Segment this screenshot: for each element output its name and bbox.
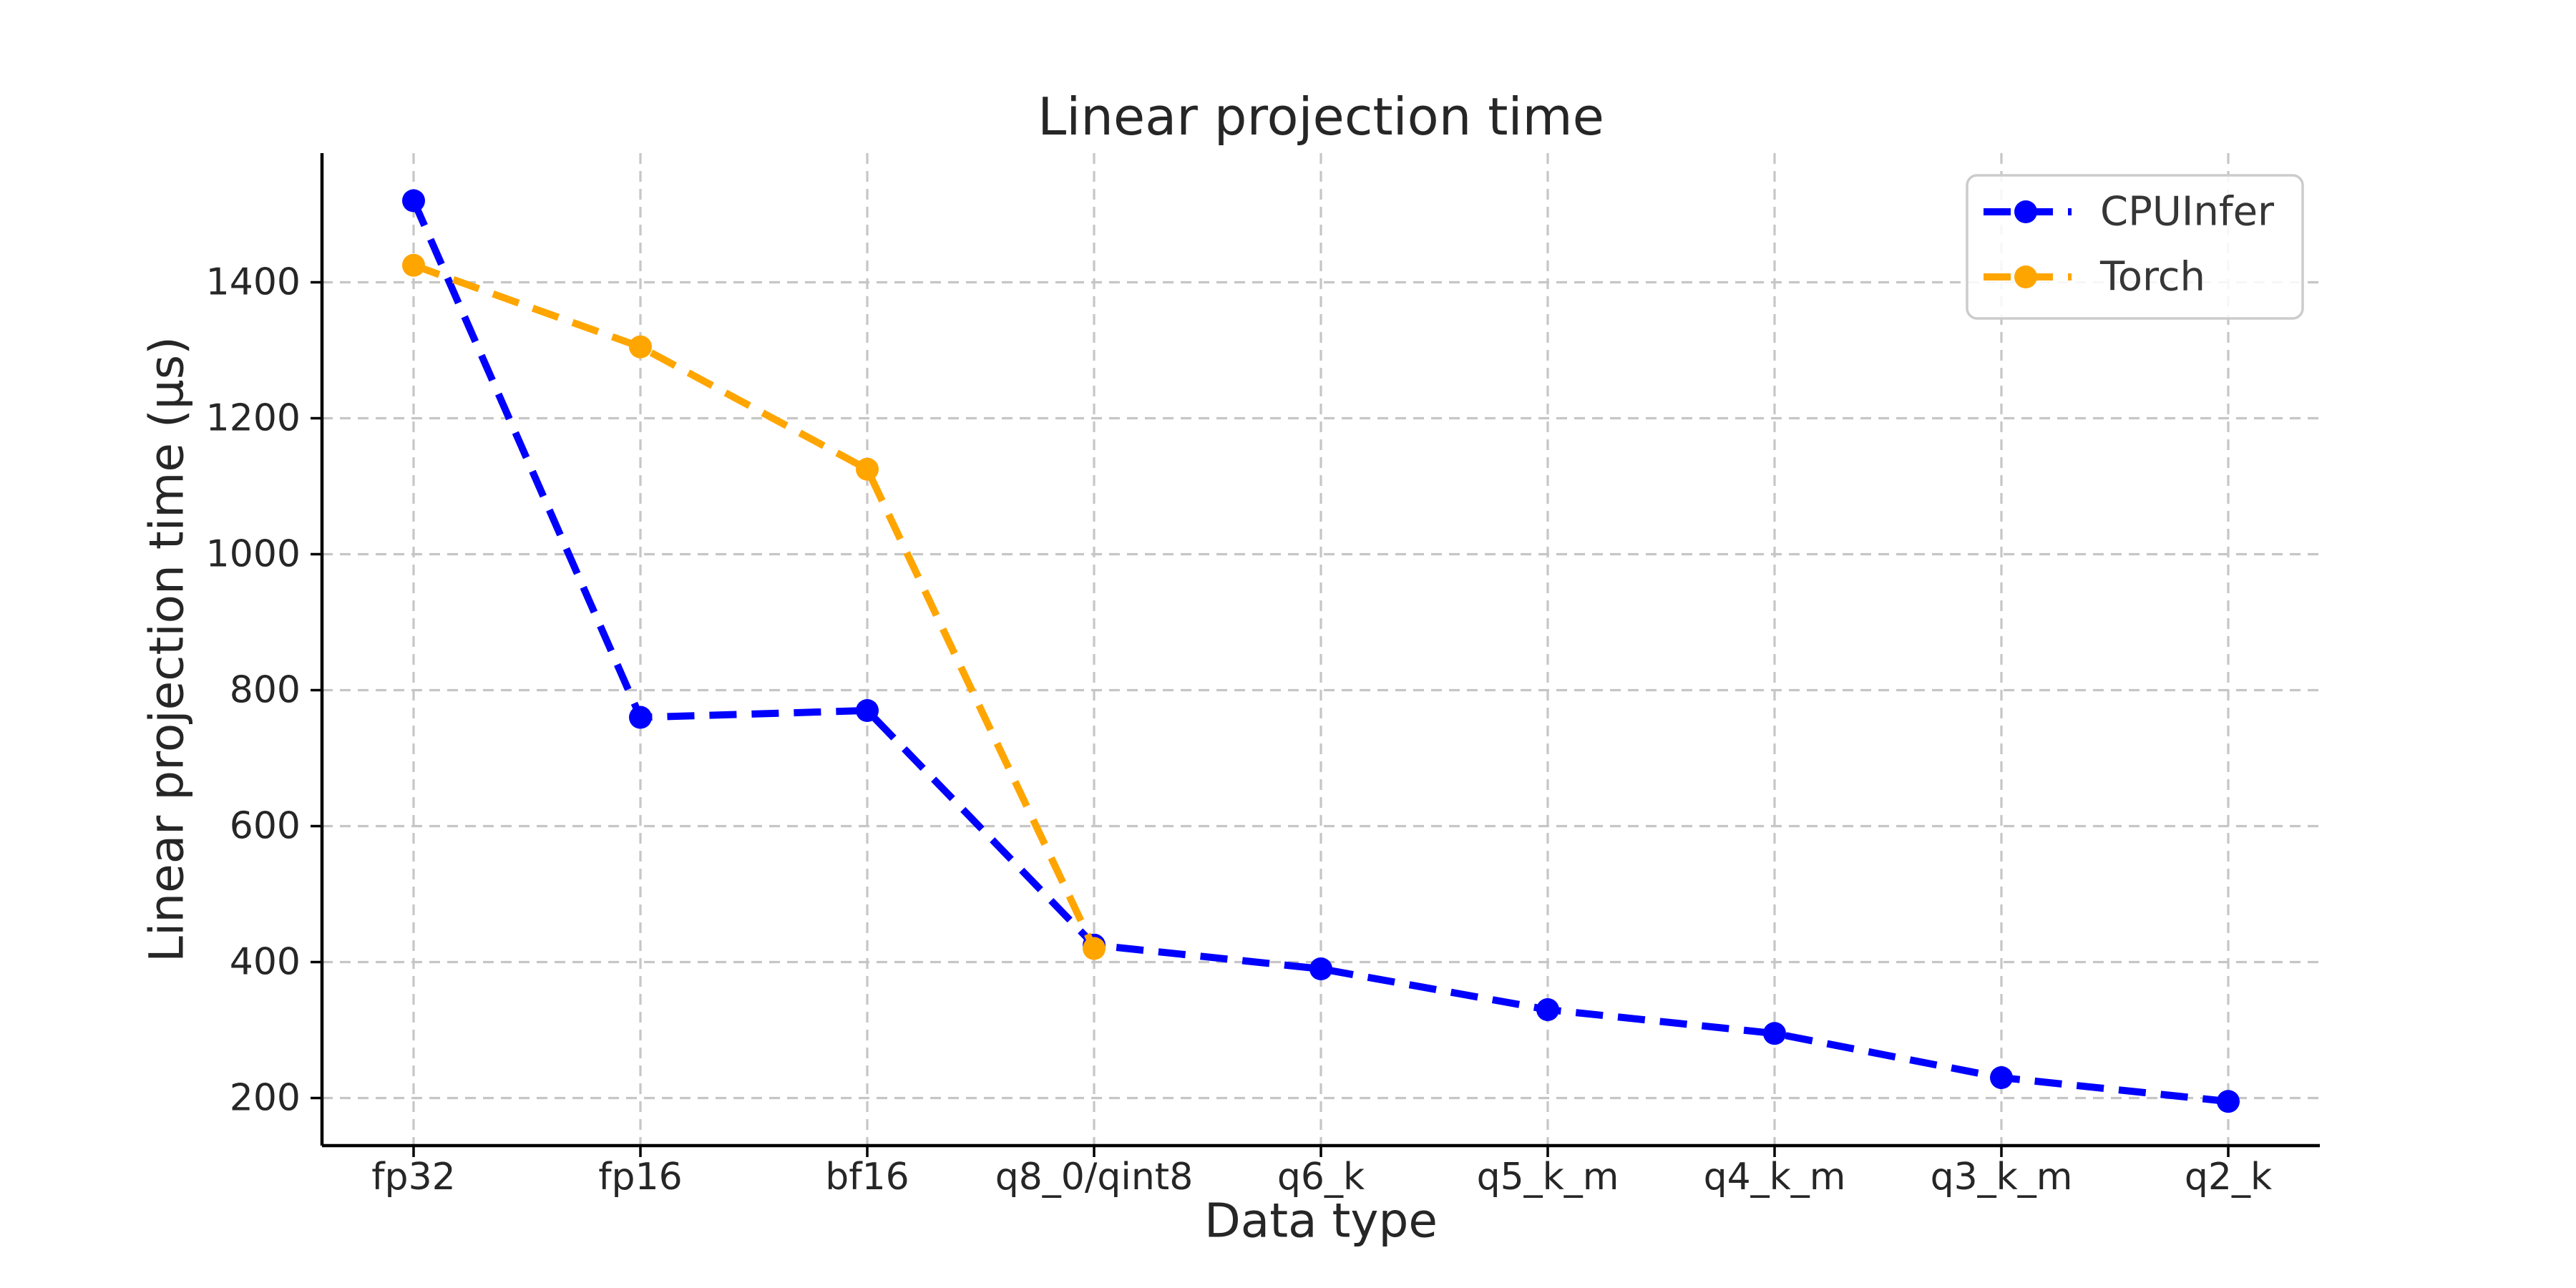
series-line-torch bbox=[412, 262, 1098, 950]
chart-title: Linear projection time bbox=[1038, 87, 1604, 147]
legend: CPUInfer Torch bbox=[1966, 174, 2304, 320]
legend-label-torch: Torch bbox=[2099, 254, 2205, 301]
x-tick-label: q2_k bbox=[2185, 1156, 2272, 1199]
series-marker-torch bbox=[629, 335, 652, 358]
series-marker-cpuinfer bbox=[1309, 957, 1332, 980]
x-tick-label: q3_k_m bbox=[1931, 1156, 2073, 1199]
x-tick-label: q6_k bbox=[1277, 1156, 1365, 1199]
series-line-cpuinfer bbox=[410, 199, 2229, 1106]
x-tick-label: bf16 bbox=[825, 1156, 909, 1199]
y-tick-label: 1000 bbox=[206, 533, 301, 576]
x-tick-label: q5_k_m bbox=[1477, 1156, 1619, 1199]
x-tick-label: fp32 bbox=[371, 1156, 455, 1199]
y-tick-label: 400 bbox=[230, 941, 301, 984]
x-axis-label: Data type bbox=[1204, 1194, 1438, 1249]
x-tick-label: q4_k_m bbox=[1704, 1156, 1846, 1199]
legend-sample-marker-torch bbox=[2014, 265, 2037, 288]
series-marker-cpuinfer bbox=[2217, 1090, 2240, 1113]
y-tick-label: 200 bbox=[230, 1077, 301, 1120]
y-tick-label: 600 bbox=[230, 805, 301, 848]
series-marker-torch bbox=[856, 457, 879, 481]
y-axis-label: Linear projection time (µs) bbox=[140, 336, 195, 962]
series-marker-cpuinfer bbox=[629, 706, 652, 729]
x-tick-label: q8_0/qint8 bbox=[995, 1156, 1194, 1199]
series-marker-cpuinfer bbox=[1990, 1066, 2013, 1089]
x-tick-label: fp16 bbox=[598, 1156, 682, 1199]
series-marker-cpuinfer bbox=[1536, 998, 1559, 1021]
y-tick-label: 1400 bbox=[206, 261, 301, 304]
y-tick-label: 1200 bbox=[206, 397, 301, 440]
legend-sample-marker-cpuinfer bbox=[2014, 200, 2037, 223]
series-marker-cpuinfer bbox=[402, 189, 425, 213]
series-marker-torch bbox=[1083, 937, 1106, 960]
y-tick-label: 800 bbox=[230, 669, 301, 712]
legend-label-cpuinfer: CPUInfer bbox=[2100, 189, 2275, 235]
series-marker-cpuinfer bbox=[1763, 1022, 1786, 1045]
series-marker-torch bbox=[402, 253, 425, 277]
series-marker-cpuinfer bbox=[856, 699, 879, 722]
